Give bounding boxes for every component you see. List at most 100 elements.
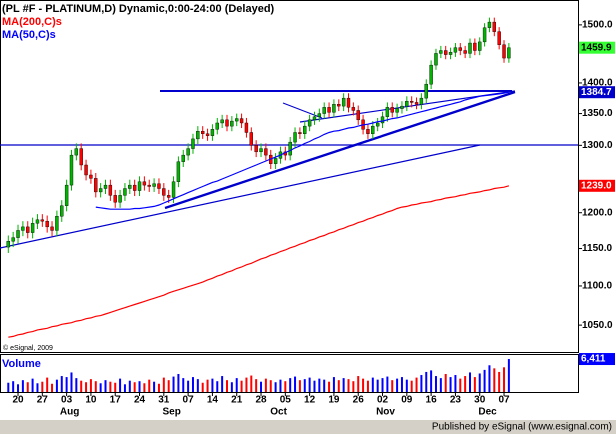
candle-body — [74, 148, 79, 156]
volume-bar — [94, 381, 97, 392]
candle-body — [244, 122, 249, 133]
candle-body — [487, 21, 492, 28]
candle-body — [45, 220, 49, 228]
volume-bar — [400, 377, 403, 392]
volume-bar — [162, 377, 165, 392]
volume-bar — [464, 376, 467, 392]
y-tick-label: 1150.0 — [582, 243, 612, 254]
volume-bar — [114, 382, 117, 392]
candle-body — [191, 138, 195, 149]
candle-body — [366, 129, 370, 134]
candle-body — [298, 132, 302, 134]
candle-body — [429, 64, 433, 85]
candle-body — [98, 188, 103, 193]
volume-bar — [36, 383, 39, 392]
candle-body — [439, 50, 443, 54]
volume-bar — [182, 378, 185, 392]
volume-bar — [187, 380, 190, 392]
x-tick-label: 21 — [231, 395, 243, 406]
candle-body — [123, 188, 127, 196]
volume-bar — [279, 379, 282, 392]
volume-bar — [230, 382, 233, 392]
x-tick-label: 16 — [426, 395, 438, 406]
candle-body — [264, 148, 268, 156]
volume-bar — [191, 377, 194, 392]
candle-body — [375, 122, 380, 127]
x-tick-label: 19 — [328, 395, 340, 406]
candle-body — [196, 131, 200, 140]
candle-body — [205, 133, 210, 136]
candle-body — [468, 42, 472, 54]
candle-body — [84, 164, 88, 176]
ma-line — [95, 91, 510, 210]
candle-body — [327, 107, 331, 113]
volume-bar — [318, 378, 321, 392]
volume-bar — [269, 380, 272, 392]
x-tick-label: 26 — [353, 395, 365, 406]
candle-body — [371, 125, 375, 134]
volume-bar — [347, 379, 350, 392]
trend-line — [282, 102, 323, 119]
y-tick-label: 1100.0 — [582, 281, 612, 292]
candle-body — [273, 158, 278, 164]
volume-bar — [298, 380, 301, 392]
x-tick-label: 09 — [401, 395, 413, 406]
candle-body — [293, 132, 297, 143]
volume-bar — [332, 377, 335, 392]
volume-bar — [119, 378, 122, 392]
volume-bar — [41, 381, 44, 392]
volume-bar — [75, 378, 78, 392]
candle-body — [186, 148, 190, 156]
volume-bar — [420, 375, 423, 392]
volume-bar — [274, 382, 277, 392]
candle-body — [478, 41, 482, 51]
x-tick-label: 28 — [255, 395, 267, 406]
candle-body — [254, 145, 258, 153]
candle-body — [380, 116, 385, 124]
x-tick-label: 12 — [304, 395, 316, 406]
trend-line — [164, 90, 516, 210]
volume-bar — [172, 376, 175, 392]
volume-bar — [439, 378, 442, 392]
candle-body — [40, 219, 45, 222]
volume-bar — [488, 365, 491, 392]
chart-title: (PL #F - PLATINUM,D) Dynamic,0:00-24:00 … — [2, 3, 275, 15]
volume-bar — [201, 382, 204, 392]
candle-body — [424, 83, 428, 99]
volume-bar — [26, 382, 29, 392]
volume-bar — [352, 381, 355, 392]
candle-body — [132, 184, 137, 191]
volume-bar — [123, 384, 126, 392]
volume-bar — [264, 378, 267, 392]
volume-bar — [109, 381, 112, 392]
volume-bar — [371, 377, 374, 392]
volume-bar — [507, 359, 510, 392]
x-tick-label: 23 — [450, 395, 462, 406]
last-price-box — [579, 41, 615, 54]
volume-bar — [133, 382, 136, 392]
candle-body — [11, 237, 15, 242]
candle-body — [390, 107, 394, 113]
drawn-lines — [0, 90, 578, 249]
y-tick-label: 1500.0 — [582, 20, 613, 31]
volume-bar — [99, 383, 102, 392]
ma200-value-box — [579, 179, 615, 192]
volume-bar — [216, 381, 219, 392]
ma50-value-box — [579, 86, 615, 99]
candle-body — [55, 216, 59, 231]
volume-bar — [7, 382, 10, 392]
volume-bar — [250, 375, 253, 392]
y-tick-label: 1050.0 — [582, 320, 613, 331]
candle-body — [405, 100, 409, 107]
volume-bar — [80, 380, 83, 392]
candle-body — [337, 104, 341, 107]
volume-bar — [415, 377, 418, 392]
volume-bar — [128, 380, 131, 392]
candle-body — [157, 183, 161, 189]
footer-bar — [0, 420, 616, 434]
volume-bar — [235, 378, 238, 392]
candle-body — [444, 50, 448, 55]
candle-body — [142, 181, 147, 186]
x-tick-label: 20 — [12, 395, 24, 406]
x-tick-label: 31 — [158, 395, 170, 406]
